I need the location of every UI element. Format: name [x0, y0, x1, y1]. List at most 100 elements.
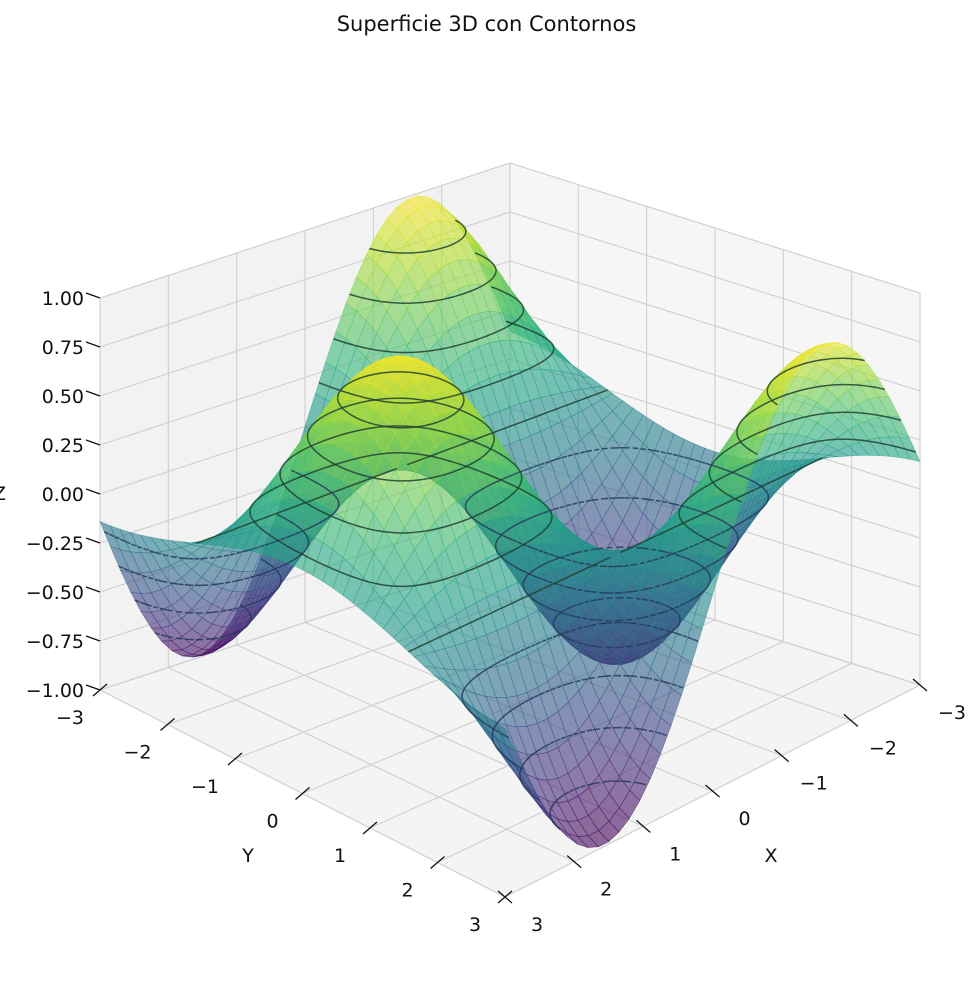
contour-line — [649, 599, 656, 603]
contour-line — [434, 636, 440, 641]
contour-line — [469, 711, 472, 713]
contour-line — [365, 477, 372, 481]
contour-line — [510, 525, 515, 529]
contour-line — [763, 502, 767, 508]
contour-line — [225, 581, 233, 584]
contour-line — [672, 525, 678, 529]
contour-line — [494, 450, 500, 455]
contour-line — [531, 568, 537, 573]
contour-line — [354, 472, 360, 476]
contour-line — [512, 295, 517, 300]
contour-line — [318, 520, 324, 525]
contour-line — [633, 589, 642, 593]
contour-line — [460, 292, 467, 296]
contour-line — [251, 501, 256, 506]
contour-line — [385, 531, 392, 534]
contour-line — [330, 512, 335, 517]
contour-line — [419, 350, 428, 353]
contour-line — [459, 624, 466, 629]
contour-line — [556, 613, 560, 617]
contour-line — [290, 533, 296, 537]
contour-line — [480, 254, 484, 258]
contour-line — [302, 530, 305, 533]
contour-line — [353, 344, 357, 347]
contour-line — [540, 745, 546, 750]
contour-line — [815, 413, 820, 416]
contour-line — [355, 481, 362, 485]
contour-line — [653, 678, 661, 682]
contour-line — [485, 723, 491, 728]
contour-line — [315, 450, 320, 455]
contour-line — [589, 618, 594, 621]
contour-line — [543, 604, 549, 609]
contour-line — [321, 456, 324, 458]
z-tick — [85, 292, 101, 299]
contour-line — [525, 645, 532, 650]
contour-line — [351, 414, 357, 419]
contour-line — [756, 482, 760, 486]
contour-line — [149, 550, 155, 554]
contour-line — [472, 518, 478, 522]
contour-line — [432, 452, 439, 456]
x-tick — [635, 819, 651, 833]
contour-line — [749, 449, 754, 453]
contour-line — [140, 601, 143, 604]
contour-line — [736, 432, 739, 436]
contour-line — [265, 569, 272, 574]
contour-line — [294, 451, 299, 456]
contour-line — [601, 622, 608, 625]
contour-line — [496, 538, 499, 541]
contour-line — [281, 480, 285, 486]
contour-line — [725, 448, 729, 452]
contour-line — [658, 627, 666, 631]
contour-line — [481, 421, 487, 426]
contour-line — [685, 573, 692, 578]
contour-line — [550, 687, 558, 691]
contour-line — [591, 591, 600, 594]
contour-line — [342, 386, 345, 388]
contour-line — [485, 484, 491, 488]
y-tick-label: −3 — [56, 707, 84, 729]
contour-line — [413, 301, 423, 304]
y-tick-label: 1 — [334, 845, 346, 867]
contour-line — [548, 559, 555, 563]
contour-line — [552, 624, 555, 628]
contour-line — [211, 534, 218, 539]
contour-line — [438, 457, 446, 461]
contour-line — [303, 531, 308, 536]
contour-line — [594, 448, 602, 451]
contour-line — [271, 590, 277, 595]
contour-line — [572, 640, 579, 644]
contour-line — [287, 479, 294, 483]
contour-line — [457, 467, 464, 471]
contour-line — [234, 579, 239, 583]
contour-line — [678, 620, 681, 624]
contour-line — [510, 460, 516, 466]
contour-line — [327, 410, 334, 415]
contour-line — [785, 471, 792, 476]
contour-line — [501, 605, 508, 609]
contour-line — [661, 582, 668, 586]
contour-line — [661, 529, 668, 534]
contour-line — [770, 380, 773, 383]
contour-line — [765, 481, 771, 486]
contour-line — [802, 442, 809, 446]
contour-line — [253, 546, 260, 550]
contour-line — [470, 711, 475, 716]
contour-line — [589, 676, 598, 680]
contour-line — [517, 545, 522, 549]
contour-line — [280, 483, 284, 487]
contour-line — [178, 557, 185, 560]
contour-line — [443, 297, 450, 300]
contour-line — [599, 559, 606, 563]
contour-line — [739, 493, 746, 498]
contour-line — [460, 237, 464, 240]
contour-line — [525, 418, 531, 422]
contour-line — [255, 599, 261, 604]
z-tick — [85, 341, 101, 348]
contour-line — [246, 621, 251, 626]
contour-line — [495, 287, 501, 292]
contour-line — [551, 343, 554, 347]
contour-line — [173, 582, 179, 585]
contour-line — [456, 462, 463, 466]
